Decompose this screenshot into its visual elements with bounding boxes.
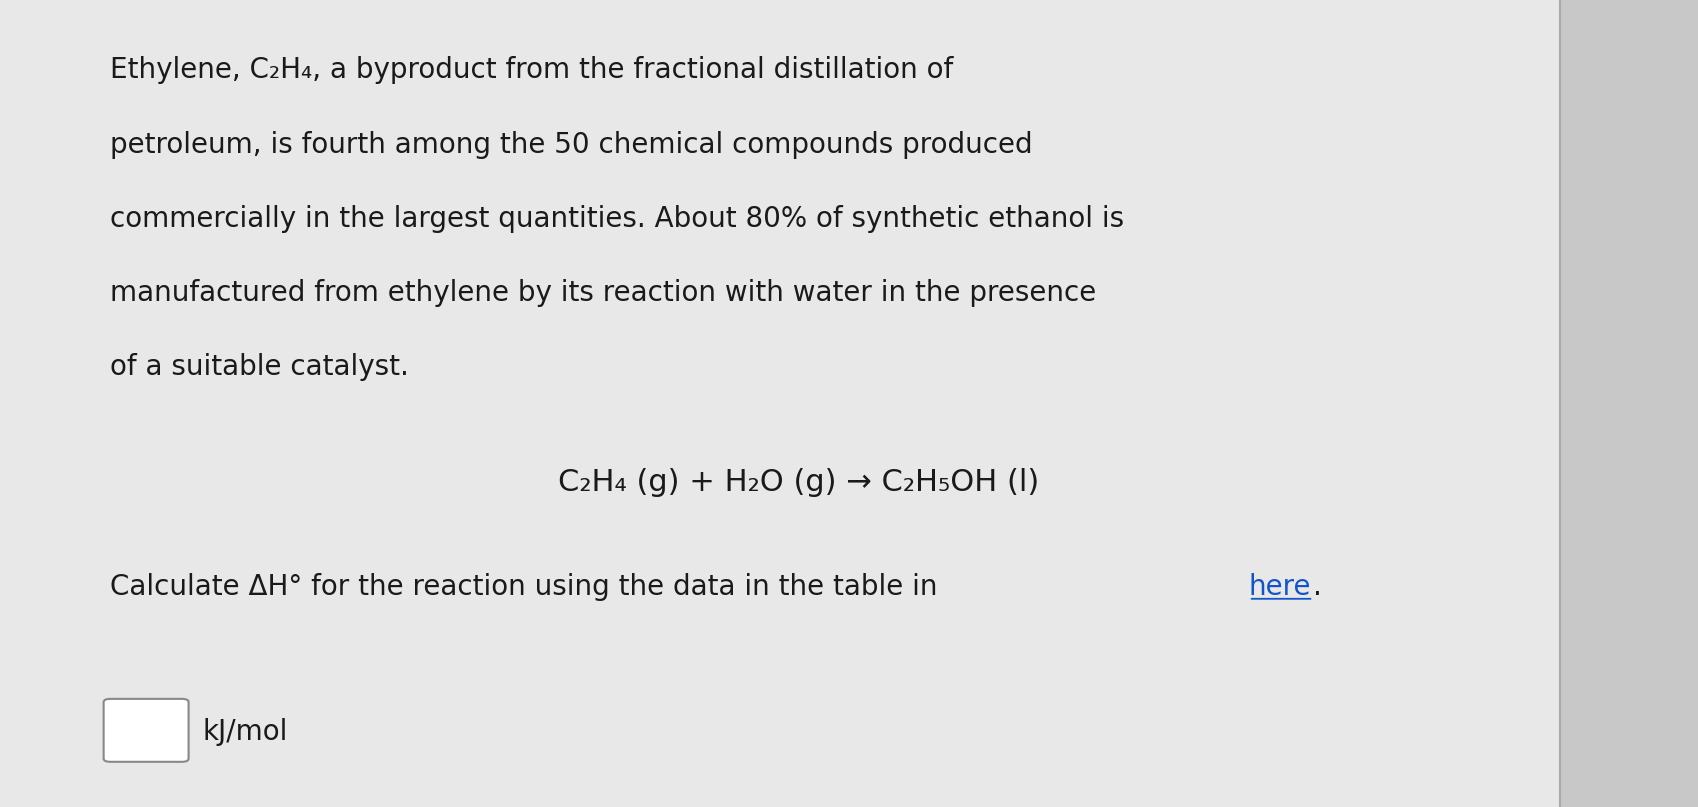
Text: C₂H₄ (g) + H₂O (g) → C₂H₅OH (l): C₂H₄ (g) + H₂O (g) → C₂H₅OH (l) <box>557 468 1039 497</box>
Text: here: here <box>1248 573 1311 601</box>
Text: Calculate ΔH° for the reaction using the data in the table in: Calculate ΔH° for the reaction using the… <box>110 573 946 601</box>
Text: petroleum, is fourth among the 50 chemical compounds produced: petroleum, is fourth among the 50 chemic… <box>110 131 1032 159</box>
Text: .: . <box>1313 573 1321 601</box>
Text: commercially in the largest quantities. About 80% of synthetic ethanol is: commercially in the largest quantities. … <box>110 205 1124 233</box>
Text: manufactured from ethylene by its reaction with water in the presence: manufactured from ethylene by its reacti… <box>110 279 1095 307</box>
Text: kJ/mol: kJ/mol <box>202 718 287 746</box>
Text: Ethylene, C₂H₄, a byproduct from the fractional distillation of: Ethylene, C₂H₄, a byproduct from the fra… <box>110 56 953 85</box>
Text: of a suitable catalyst.: of a suitable catalyst. <box>110 353 409 382</box>
